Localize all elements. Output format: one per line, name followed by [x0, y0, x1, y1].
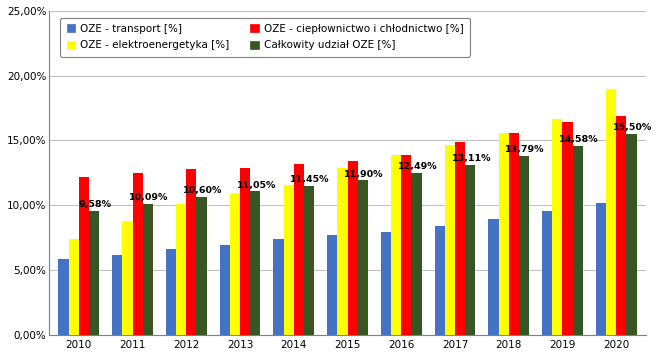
Bar: [143, 204, 153, 335]
Bar: [627, 134, 637, 335]
Bar: [563, 122, 572, 335]
Bar: [58, 259, 69, 335]
Bar: [240, 167, 251, 335]
Text: 12,49%: 12,49%: [398, 162, 438, 171]
Bar: [79, 177, 89, 335]
Text: 11,05%: 11,05%: [237, 181, 276, 190]
Bar: [596, 203, 606, 335]
Legend: OZE - transport [%], OZE - elektroenergetyka [%], OZE - ciepłownictwo i chłodnic: OZE - transport [%], OZE - elektroenerge…: [60, 18, 470, 56]
Bar: [465, 165, 475, 335]
Bar: [166, 249, 176, 335]
Bar: [196, 197, 207, 335]
Bar: [498, 133, 509, 335]
Bar: [293, 164, 304, 335]
Bar: [337, 168, 348, 335]
Bar: [132, 174, 143, 335]
Bar: [358, 181, 368, 335]
Bar: [488, 219, 498, 335]
Bar: [606, 89, 616, 335]
Bar: [455, 142, 465, 335]
Bar: [327, 236, 337, 335]
Bar: [176, 205, 186, 335]
Text: 11,45%: 11,45%: [290, 175, 330, 184]
Bar: [509, 133, 519, 335]
Text: 15,50%: 15,50%: [613, 123, 652, 132]
Bar: [304, 186, 314, 335]
Bar: [112, 255, 122, 335]
Bar: [381, 232, 391, 335]
Bar: [186, 170, 196, 335]
Bar: [401, 155, 411, 335]
Bar: [391, 155, 401, 335]
Bar: [274, 239, 284, 335]
Bar: [445, 145, 455, 335]
Bar: [122, 221, 132, 335]
Bar: [89, 211, 99, 335]
Text: 13,11%: 13,11%: [451, 154, 491, 163]
Bar: [542, 211, 553, 335]
Bar: [411, 173, 422, 335]
Bar: [519, 156, 529, 335]
Bar: [284, 185, 293, 335]
Bar: [219, 245, 230, 335]
Text: 14,58%: 14,58%: [559, 135, 599, 144]
Bar: [572, 146, 583, 335]
Bar: [251, 191, 260, 335]
Bar: [230, 193, 240, 335]
Text: 10,09%: 10,09%: [129, 193, 169, 202]
Text: 13,79%: 13,79%: [505, 145, 545, 154]
Bar: [553, 119, 563, 335]
Bar: [69, 239, 79, 335]
Bar: [348, 161, 358, 335]
Text: 10,60%: 10,60%: [183, 186, 222, 195]
Bar: [434, 226, 445, 335]
Text: 11,90%: 11,90%: [344, 170, 383, 178]
Text: 9,58%: 9,58%: [79, 200, 112, 208]
Bar: [616, 116, 627, 335]
